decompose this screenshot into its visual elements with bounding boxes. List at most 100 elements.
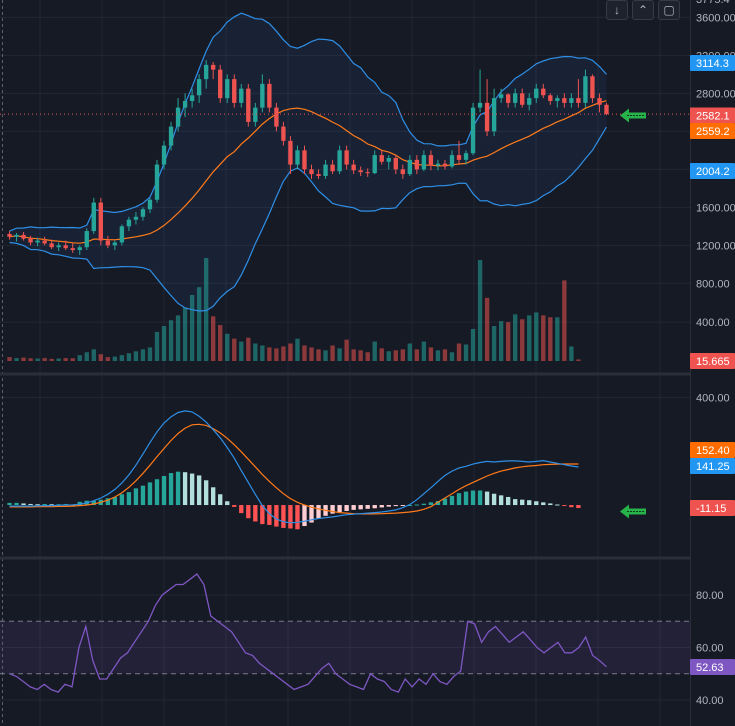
volume-bar [281, 346, 286, 361]
volume-bar [218, 325, 223, 361]
macd-hist-bar [555, 504, 560, 506]
macd-hist-bar [365, 505, 370, 509]
volume-bar [7, 357, 12, 361]
macd-hist-bar [14, 502, 19, 506]
macd-hist-bar [548, 503, 553, 506]
volume-bar [463, 344, 469, 361]
candle [21, 234, 26, 239]
screenshot-icon[interactable]: ▢ [658, 0, 680, 20]
last-price-badge-bg [690, 107, 735, 124]
candle [484, 102, 490, 132]
macd-hist-bar [400, 505, 405, 507]
candle [274, 107, 279, 127]
candle [527, 98, 532, 105]
candle [470, 107, 476, 154]
price-axis-label: 400.00 [696, 317, 730, 329]
macd-histogram [7, 471, 581, 530]
macd-line-badge: 141.25 [690, 458, 735, 474]
candle [414, 159, 420, 170]
macd-hist-bar [309, 505, 314, 523]
volume-bar [56, 358, 61, 361]
macd-signal-badge-text: 152.40 [696, 445, 730, 457]
macd-hist-bar [182, 472, 188, 506]
macd-line [9, 410, 579, 524]
candle [175, 107, 181, 127]
macd-hist-bar [77, 501, 82, 506]
macd-hist-bar [91, 500, 96, 506]
candle [316, 174, 321, 176]
candle [590, 76, 595, 99]
candle [442, 163, 448, 167]
macd-hist-bar [211, 487, 216, 506]
candle [428, 155, 434, 166]
volume-bar [112, 356, 118, 361]
candle [98, 202, 103, 241]
rsi-badge-bg [690, 659, 735, 675]
volume-bar [555, 317, 560, 361]
macd-hist-bar [372, 505, 377, 509]
macd-hist-bar [239, 505, 244, 514]
candle [105, 240, 111, 246]
macd-hist-bar [358, 505, 363, 510]
macd-hist-bar [105, 498, 111, 506]
macd-hist-bar [218, 494, 223, 506]
candle [56, 245, 61, 248]
candle [513, 93, 518, 103]
arrow-down-icon[interactable]: ↓ [606, 0, 628, 20]
volume-bar [520, 319, 525, 361]
volume-bar [182, 307, 188, 361]
volume-bar [225, 333, 230, 361]
candle [140, 209, 146, 217]
price-arrow-icon [620, 108, 646, 123]
macd-hist-badge-bg [690, 500, 735, 516]
rsi-axis-label: 40.00 [696, 695, 724, 707]
rsi-badge-text: 52.63 [696, 662, 724, 674]
volume-bar [253, 343, 258, 361]
macd-hist-bar [112, 496, 118, 506]
macd-hist-bar [379, 505, 384, 508]
volume-bar [302, 345, 307, 361]
macd-hist-bar [491, 493, 497, 506]
volume-bar [42, 358, 47, 361]
volume-bar [84, 352, 89, 361]
candle [49, 243, 54, 248]
candle [70, 248, 75, 251]
volume-bar [274, 348, 279, 361]
macd-hist-bar [435, 501, 441, 506]
rsi-badge: 52.63 [690, 659, 735, 675]
chart-toolbar: ↓ ⌃ ▢ [606, 0, 680, 20]
candle [35, 240, 40, 243]
rsi-axis-label: 60.00 [696, 643, 724, 655]
macd-axis-label: 400.00 [696, 392, 730, 404]
macd-hist-bar [351, 505, 356, 510]
collapse-icon[interactable]: ⌃ [632, 0, 654, 20]
candle [203, 64, 209, 80]
macd-hist-bar [470, 490, 476, 506]
bb-upper-badge-text: 3114.3 [696, 58, 729, 70]
volume-bar [154, 331, 160, 361]
candle [435, 163, 441, 166]
macd-hist-bar [260, 505, 265, 525]
macd-hist-bar [295, 505, 300, 530]
macd-hist-badge-text: -11.15 [696, 503, 726, 515]
candle [456, 155, 462, 160]
volume-bar [70, 358, 75, 361]
candle [211, 64, 216, 70]
volume-bar [435, 350, 441, 361]
macd-hist-bar [576, 505, 581, 509]
bb-lower-badge-bg [690, 163, 735, 179]
macd-hist-bar [133, 488, 139, 506]
macd-hist-bar [463, 491, 469, 506]
macd-hist-bar [344, 505, 349, 511]
candle [555, 98, 560, 101]
volume-bar [63, 358, 68, 361]
volume-badge-bg [690, 353, 735, 369]
macd-hist-bar [288, 505, 293, 529]
candle [597, 98, 602, 105]
candle [583, 76, 588, 103]
volume-bar [527, 315, 532, 361]
candle [288, 140, 293, 165]
candle [232, 79, 237, 103]
